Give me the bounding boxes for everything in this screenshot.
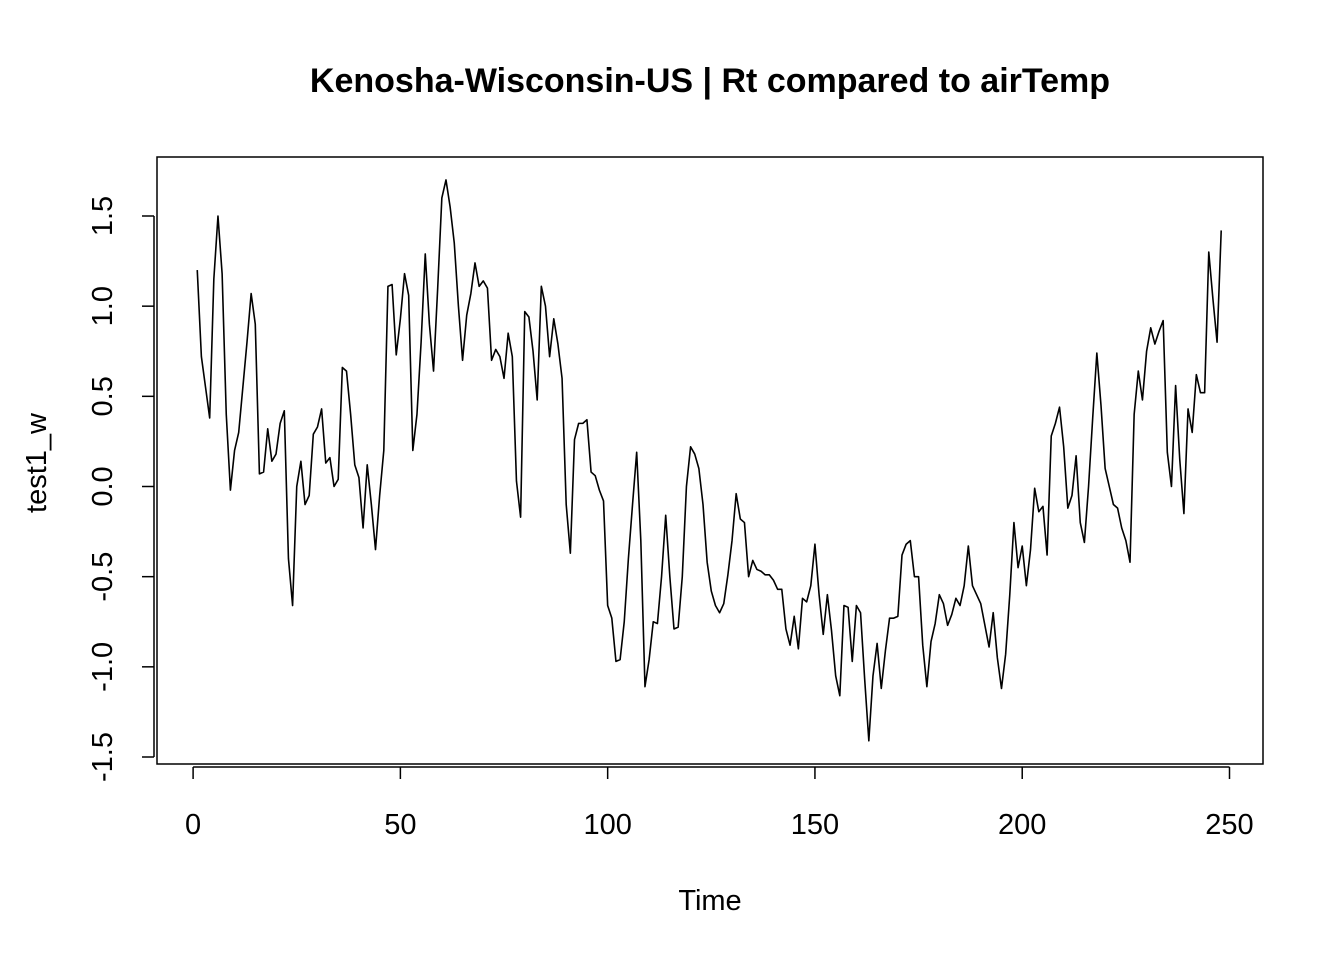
x-tick-label: 100 (583, 809, 631, 841)
series-line (196, 179, 1223, 742)
x-tick-label: 200 (998, 809, 1046, 841)
y-tick-label: -1.5 (87, 732, 119, 782)
y-axis-label: test1_w (21, 412, 53, 513)
x-tick-label: 0 (185, 809, 201, 841)
series-layer (196, 179, 1223, 742)
y-tick-label: -1.0 (87, 642, 119, 692)
y-tick-label: 0.0 (87, 466, 119, 506)
y-tick-label: 1.5 (87, 196, 119, 236)
y-axis: -1.5 -1.0 -0.5 0.0 0.5 1.0 1.5 (87, 196, 155, 782)
y-tick-label: 0.5 (87, 376, 119, 416)
y-tick-label: -0.5 (87, 552, 119, 602)
x-tick-label: 150 (791, 809, 839, 841)
chart-title: Kenosha-Wisconsin-US | Rt compared to ai… (310, 62, 1110, 100)
x-axis: 0 50 100 150 200 250 (185, 766, 1254, 841)
x-tick-label: 50 (384, 809, 416, 841)
x-axis-label: Time (678, 885, 741, 917)
y-tick-label: 1.0 (87, 286, 119, 326)
plot-area-frame (156, 156, 1264, 765)
x-tick-label: 250 (1205, 809, 1253, 841)
